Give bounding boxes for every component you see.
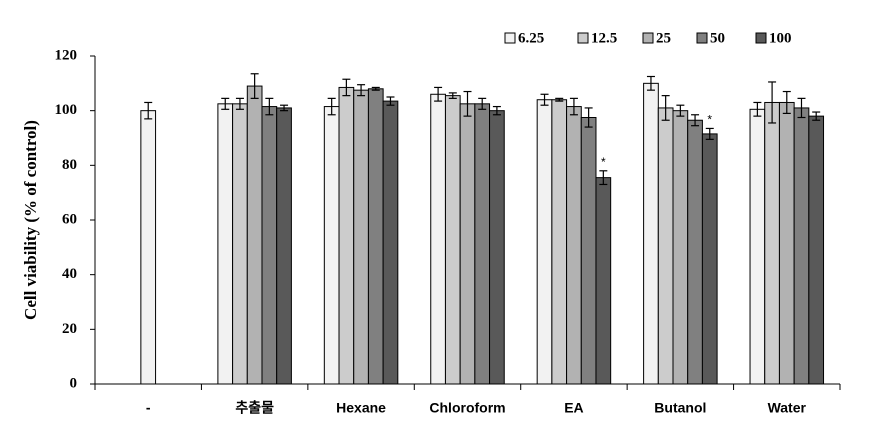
legend-swatch (755, 32, 767, 44)
bar (444, 95, 461, 385)
error-bar (797, 97, 806, 119)
error-bar (327, 97, 336, 116)
y-tick-label: 20 (62, 321, 77, 337)
bar (489, 110, 505, 385)
y-axis-label: Cell viability (% of control) (21, 120, 40, 320)
x-tick-label: Water (768, 400, 807, 416)
error-bar (599, 170, 608, 186)
bar (367, 88, 384, 385)
legend-swatch (577, 32, 589, 44)
y-tick-label: 40 (62, 266, 77, 282)
bar (338, 86, 355, 385)
bar (551, 99, 568, 385)
error-bar (705, 127, 714, 140)
bar (643, 82, 659, 385)
error-bar (782, 90, 791, 115)
error-bar (357, 84, 366, 97)
annotation: * (601, 155, 606, 169)
legend-label: 100 (769, 30, 792, 46)
legend-label: 6.25 (518, 30, 544, 46)
x-tick-label: 추출물 (235, 400, 274, 416)
y-tick-label: 100 (55, 102, 78, 118)
bar (353, 89, 369, 385)
error-bar (661, 95, 670, 121)
error-bar (569, 97, 578, 116)
error-bar (280, 104, 289, 112)
x-tick-label: Butanol (654, 400, 706, 416)
legend-label: 25 (656, 30, 671, 46)
error-bar (492, 105, 501, 116)
bar (276, 107, 292, 385)
bar (459, 103, 476, 385)
x-tick-label: Chloroform (429, 400, 505, 416)
error-bar (434, 86, 443, 102)
error-bar (555, 97, 564, 102)
bar (536, 99, 553, 385)
error-bar (448, 92, 457, 99)
error-bar (676, 104, 685, 117)
bar (246, 85, 263, 385)
bar (657, 107, 674, 385)
x-tick-label: EA (564, 400, 583, 416)
bar (764, 101, 780, 385)
error-bar (265, 97, 274, 116)
error-bar (371, 86, 380, 91)
error-bar (753, 101, 762, 117)
bar (778, 101, 795, 385)
bar (672, 110, 689, 385)
bar (808, 115, 825, 385)
error-bar (342, 78, 351, 97)
bar (701, 133, 718, 385)
y-tick-label: 80 (62, 157, 77, 173)
error-bar (768, 81, 777, 124)
bar (430, 93, 446, 385)
error-bar (235, 97, 244, 110)
bar (140, 110, 157, 385)
bar (232, 103, 248, 385)
bar (382, 100, 399, 385)
error-bar (386, 96, 395, 106)
error-bar (540, 93, 549, 106)
bar (323, 106, 340, 385)
error-bar (250, 73, 259, 99)
error-bar (463, 90, 472, 117)
error-bar (812, 111, 821, 121)
annotation: * (707, 113, 712, 127)
legend-swatch (504, 32, 516, 44)
error-bar (691, 114, 700, 127)
legend-swatch (696, 32, 708, 44)
error-bar (144, 101, 153, 120)
bar (687, 119, 703, 385)
bar (566, 106, 582, 385)
bar (261, 106, 278, 385)
y-tick-label: 60 (62, 211, 77, 227)
y-tick-label: 0 (70, 375, 78, 391)
bar (474, 103, 491, 385)
x-tick-label: - (146, 400, 151, 416)
y-tick-label: 120 (55, 47, 78, 63)
legend-label: 12.5 (591, 30, 617, 46)
bar (217, 103, 234, 385)
x-tick-label: Hexane (336, 400, 386, 416)
error-bar (646, 75, 655, 91)
legend-swatch (642, 32, 654, 44)
error-bar (221, 97, 230, 110)
error-bar (478, 97, 487, 110)
error-bar (584, 107, 593, 128)
bar (793, 107, 810, 385)
bar (595, 177, 612, 385)
bar (580, 117, 597, 385)
legend-label: 50 (710, 30, 725, 46)
bar (749, 108, 766, 385)
